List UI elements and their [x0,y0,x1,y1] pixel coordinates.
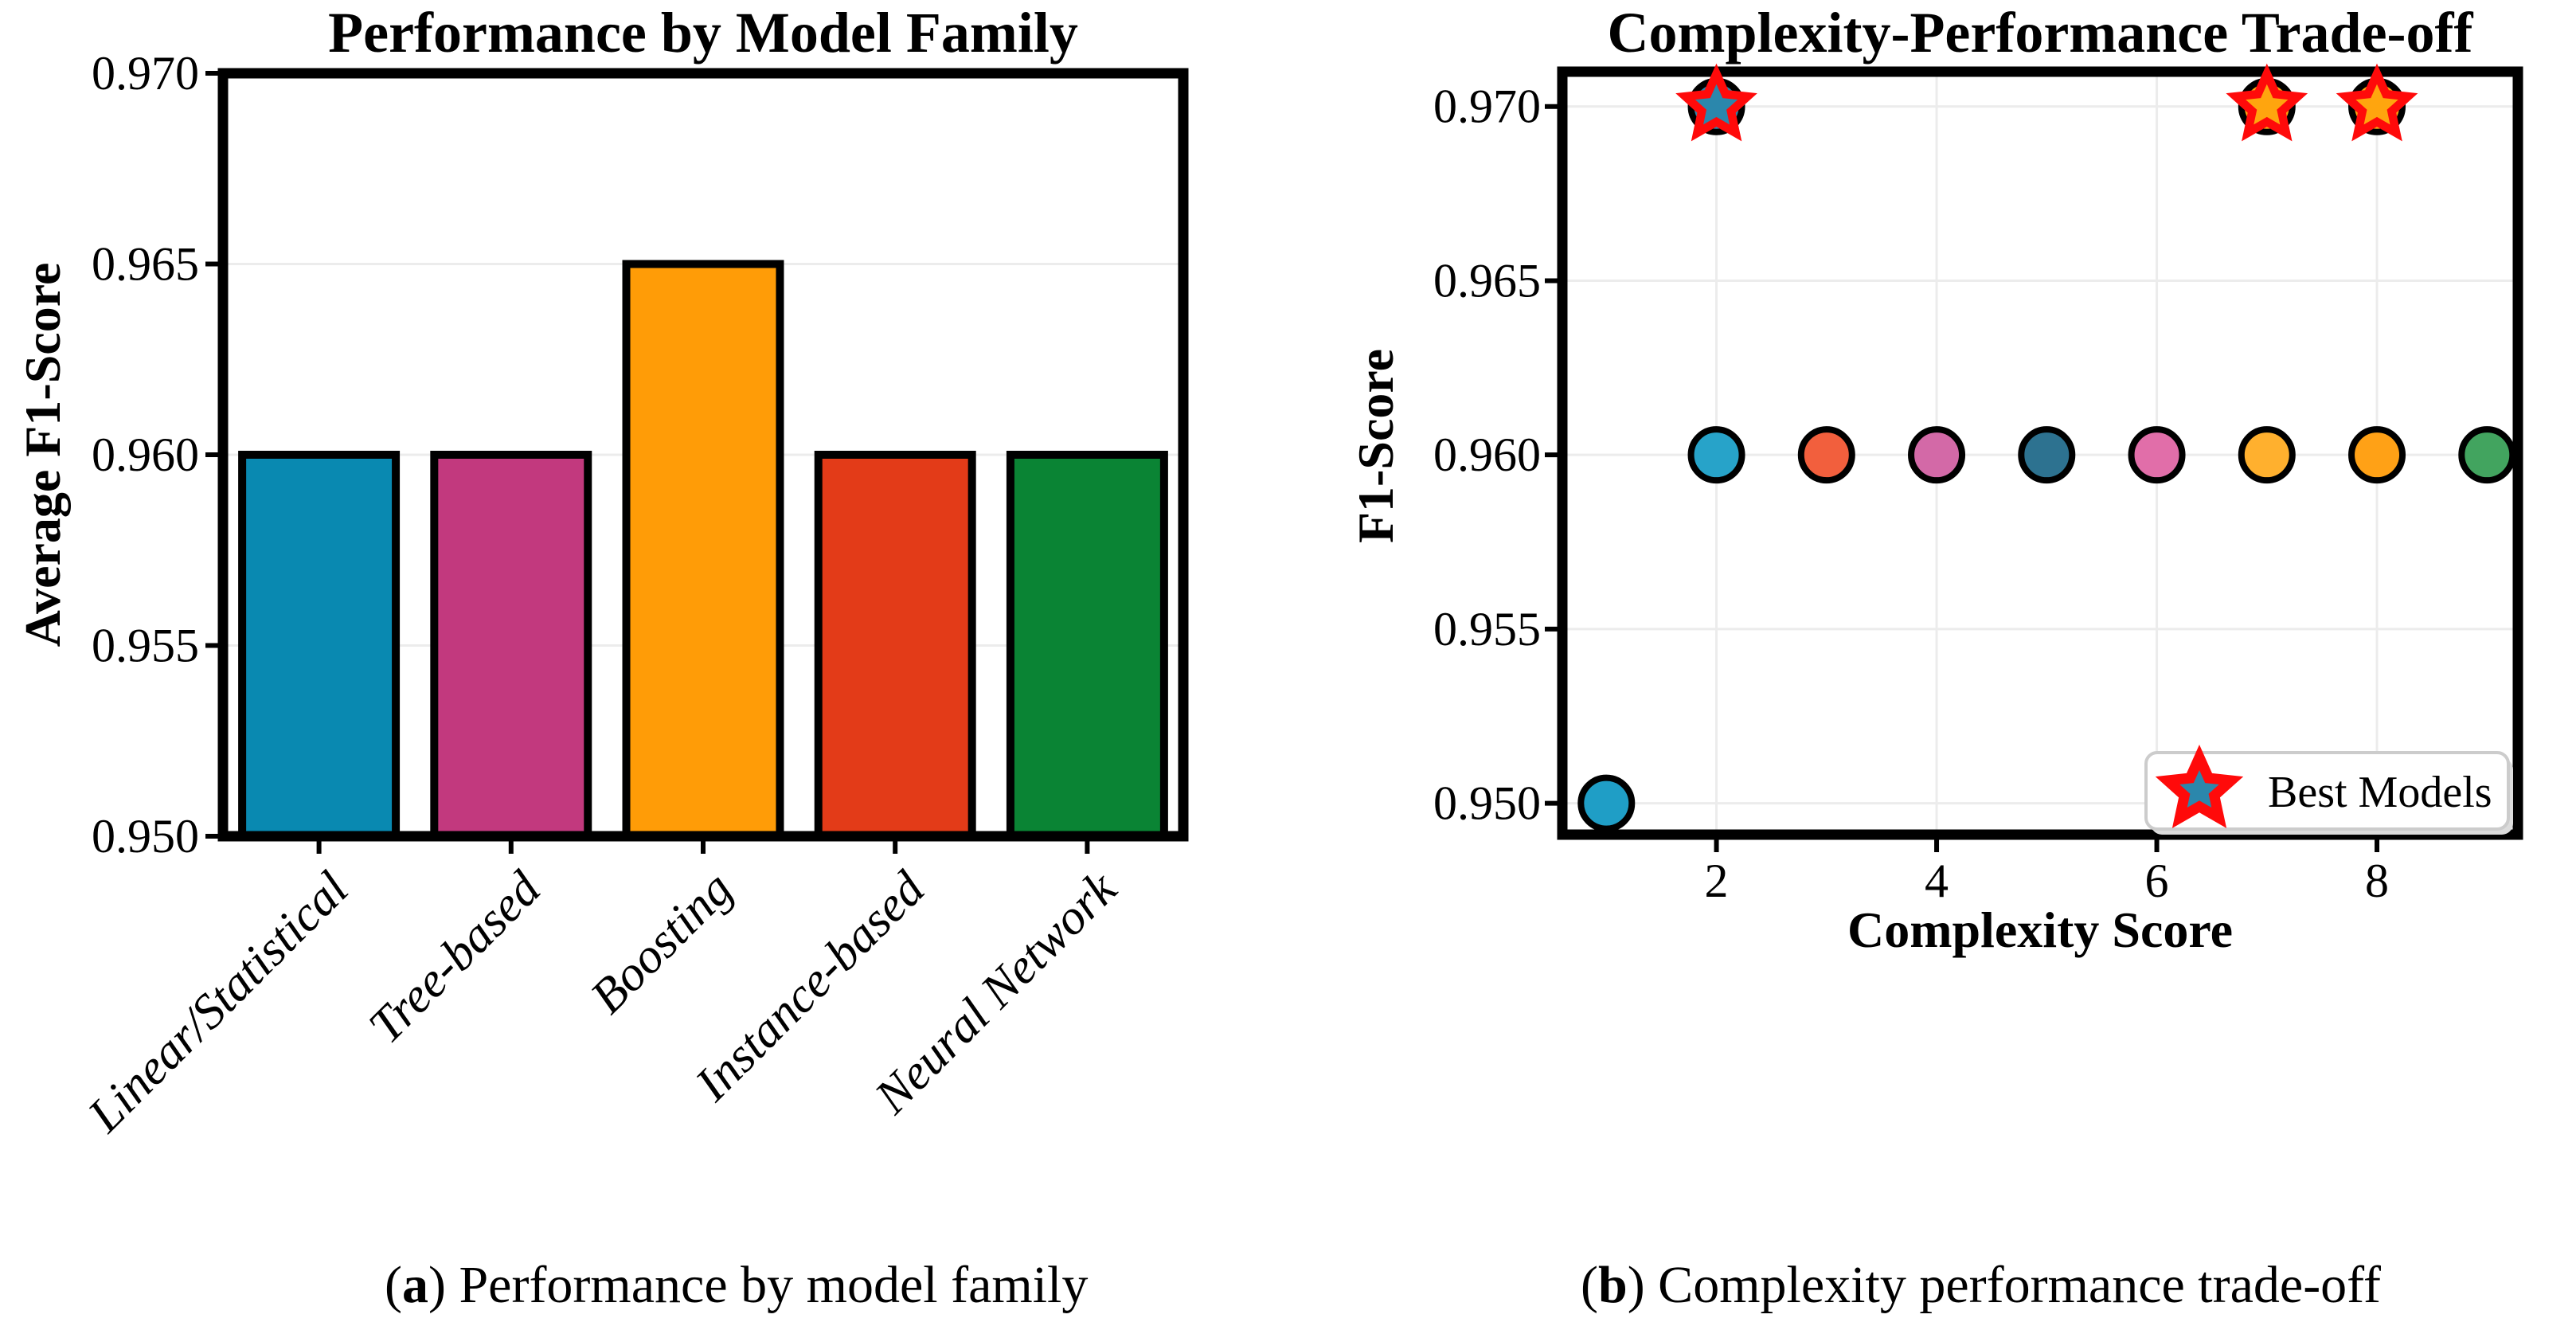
bar-linear-statistical [238,451,401,840]
scatter-point [2458,426,2516,484]
scatter-point [1797,426,1855,484]
caption-b: (b) Complexity performance trade-off [1581,1256,2381,1315]
caption-a-open: ( [385,1256,402,1314]
category-label: Linear/Statistical [77,862,358,1143]
chart-a-title: Performance by Model Family [328,1,1078,65]
y-tick-label: 0.965 [1433,254,1541,307]
caption-a-text: ) Performance by model family [428,1256,1089,1314]
scatter-point [2348,426,2406,484]
y-tick-label: 0.950 [92,810,199,863]
legend-label: Best Models [2268,768,2492,817]
y-tick-label: 0.960 [1433,428,1541,481]
scatter-point [1577,774,1636,832]
caption-b-text: ) Complexity performance trade-off [1627,1256,2381,1314]
chart-a-y-axis-label: Average F1-Score [14,262,71,647]
y-tick-label: 0.960 [92,428,199,481]
y-tick-label: 0.955 [1433,603,1541,655]
category-label: Boosting [580,862,743,1024]
y-tick-label: 0.965 [92,238,199,291]
bar-boosting [622,260,784,840]
bar-instance-based [814,451,976,840]
y-tick-label: 0.950 [1433,777,1541,830]
y-tick-label: 0.970 [92,47,199,100]
scatter-point [2238,426,2296,484]
legend-star-icon-center [2179,770,2219,808]
chart-b-title: Complexity-Performance Trade-off [1607,1,2473,65]
scatter-point [2128,426,2186,484]
bar-tree-based [430,451,592,840]
chart-b-y-axis-label: F1-Score [1347,348,1404,544]
scatter-point [1908,426,1966,484]
best-model-star [2355,84,2398,125]
y-tick-label: 0.955 [92,620,199,672]
caption-b-open: ( [1581,1256,1598,1314]
x-tick-label: 8 [2365,855,2389,907]
chart-b-x-axis-label: Complexity Score [1847,902,2234,958]
x-tick-label: 4 [1925,855,1949,907]
scatter-point [2018,426,2076,484]
caption-a-letter: a [401,1256,428,1314]
best-model-star [1695,84,1738,125]
bar-neural-network [1006,451,1168,840]
caption-a: (a) Performance by model family [385,1256,1089,1315]
category-label: Tree-based [358,861,551,1054]
scatter-point [1687,426,1745,484]
legend-box [2144,751,2510,831]
y-tick-label: 0.970 [1433,80,1541,133]
x-tick-label: 2 [1705,855,1729,907]
best-model-star [2246,84,2289,125]
x-tick-label: 6 [2145,855,2169,907]
caption-b-letter: b [1597,1256,1628,1314]
